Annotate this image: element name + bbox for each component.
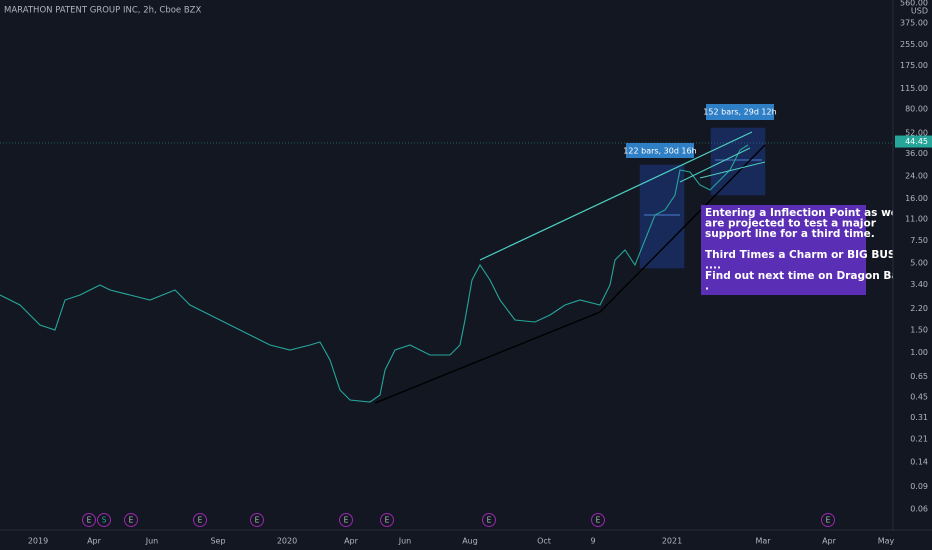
trend-line	[679, 147, 751, 183]
time-label: Apr	[822, 537, 837, 546]
event-label: S	[102, 516, 107, 525]
price-labels: 560.00 375.00 255.00 175.00 115.00 80.00 52.00…	[895, 0, 932, 513]
price-label: 80.00	[905, 104, 928, 113]
time-label: 2021	[662, 537, 682, 546]
range-label: 122 bars, 30d 16h	[623, 147, 696, 156]
price-label: 36.00	[905, 149, 928, 158]
event-label: E	[826, 516, 831, 525]
range-label-box	[626, 143, 694, 158]
time-label: Apr	[344, 537, 359, 546]
note-line: ....	[705, 260, 721, 272]
price-label: 7.50	[910, 236, 928, 245]
price-label: 16.00	[905, 194, 928, 203]
event-marker	[97, 513, 111, 527]
note-line: Third Times a Charm or BIG BUST!.	[705, 249, 911, 261]
event-marker	[380, 513, 394, 527]
price-label: 52.00	[905, 128, 928, 137]
event-marker	[124, 513, 138, 527]
price-label: 0.21	[910, 435, 928, 444]
event-label: E	[87, 516, 92, 525]
date-range-box	[639, 164, 685, 269]
price-label: 0.14	[910, 457, 928, 466]
note-line: support line for a third time.	[705, 228, 875, 240]
range-label-box	[706, 104, 774, 120]
time-label: 2019	[28, 537, 48, 546]
time-label: Jun	[398, 537, 412, 546]
last-price-tag	[895, 135, 932, 148]
note-line: are projected to test a major	[705, 218, 877, 230]
time-label: Jun	[145, 537, 159, 546]
note-line: .	[705, 281, 709, 293]
time-label: May	[878, 537, 895, 546]
support-line	[374, 144, 766, 404]
time-label: Mar	[755, 537, 771, 546]
range-label: 152 bars, 29d 12h	[703, 108, 776, 117]
price-label: 115.00	[900, 84, 928, 93]
time-label: 9	[590, 537, 595, 546]
last-price: 44.45	[905, 137, 928, 146]
event-marker	[339, 513, 353, 527]
price-label: 0.06	[910, 504, 928, 513]
trend-line	[479, 131, 753, 261]
time-label: Aug	[462, 537, 478, 546]
trend-line	[699, 161, 766, 179]
event-label: E	[255, 516, 260, 525]
price-label: 0.45	[910, 392, 928, 401]
price-label: 11.00	[905, 215, 928, 224]
price-label: 560.00	[900, 0, 928, 8]
price-label: 0.31	[910, 413, 928, 422]
note-line: Entering a Inflection Point as we	[705, 207, 898, 219]
time-label: Apr	[87, 537, 102, 546]
price-axis	[893, 0, 932, 550]
time-labels: 2019 Apr Jun Sep 2020 Apr Jun Aug Oct 9 2021 Mar Apr…	[28, 537, 895, 546]
symbol-title: MARATHON PATENT GROUP INC, 2h, Cboe BZX	[4, 6, 202, 16]
time-label: Sep	[210, 537, 225, 546]
price-label: 255.00	[900, 40, 928, 49]
time-label: 2020	[277, 537, 297, 546]
event-label: E	[385, 516, 390, 525]
price-label: 24.00	[905, 171, 928, 180]
price-label: 3.40	[910, 280, 928, 289]
price-label: 1.50	[910, 325, 928, 334]
price-label: 175.00	[900, 61, 928, 70]
event-label: E	[129, 516, 134, 525]
price-label: 1.00	[910, 348, 928, 357]
event-label: E	[487, 516, 492, 525]
event-marker	[82, 513, 96, 527]
price-label: 5.00	[910, 259, 928, 268]
event-marker	[821, 513, 835, 527]
price-label: 2.20	[910, 304, 928, 313]
price-label: 0.09	[910, 482, 928, 491]
note-line: Find out next time on Dragon Ball..	[705, 270, 914, 282]
event-label: E	[198, 516, 203, 525]
price-label: 0.65	[910, 372, 928, 381]
event-marker	[250, 513, 264, 527]
event-label: E	[344, 516, 349, 525]
event-marker	[591, 513, 605, 527]
time-label: Oct	[537, 537, 551, 546]
event-marker	[193, 513, 207, 527]
event-label: E	[596, 516, 601, 525]
note-box	[701, 205, 866, 295]
price-label: 375.00	[900, 19, 928, 28]
price-series	[0, 144, 749, 403]
event-marker	[482, 513, 496, 527]
price-unit: USD	[911, 7, 928, 16]
